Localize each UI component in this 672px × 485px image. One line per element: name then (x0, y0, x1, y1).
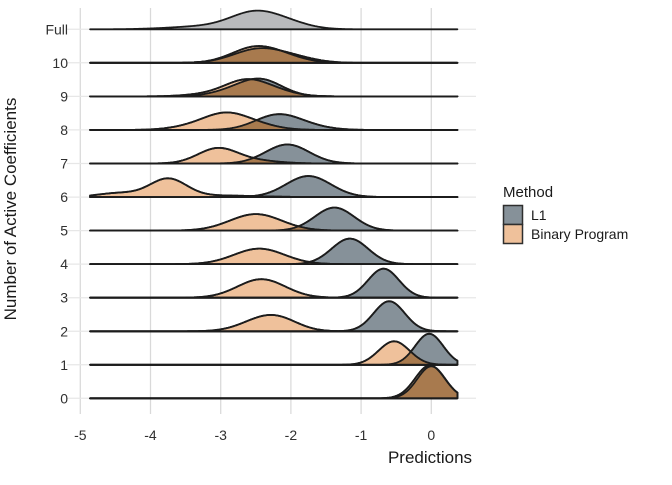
ridge-row-7: 7 (60, 145, 457, 172)
density-outline-binary-program (90, 365, 457, 398)
legend-swatch-l1 (504, 206, 523, 225)
y-category-label-8: 8 (60, 122, 68, 138)
density-binary-program (90, 214, 457, 231)
y-category-label-0: 0 (60, 390, 68, 406)
ridge-row-full: Full (45, 11, 457, 38)
x-tick-label-3: -3 (214, 427, 227, 443)
y-category-label-5: 5 (60, 223, 68, 239)
y-category-label-7: 7 (60, 156, 68, 172)
legend-label-l1: L1 (531, 207, 547, 223)
ridge-row-2: 2 (60, 301, 457, 339)
ridge-row-3: 3 (60, 269, 457, 306)
legend: Method L1 Binary Program (503, 184, 628, 244)
x-tick-label-1: -1 (355, 427, 368, 443)
y-category-label-9: 9 (60, 88, 68, 104)
y-category-label-4: 4 (60, 256, 68, 272)
y-category-label-full: Full (45, 21, 68, 37)
ridge-row-9: 9 (60, 79, 457, 105)
ridge-row-10: 10 (52, 46, 457, 71)
y-category-label-10: 10 (52, 55, 68, 71)
legend-swatch-binary-program (504, 225, 523, 244)
ridge-row-1: 1 (60, 334, 457, 373)
ridge-row-6: 6 (60, 176, 457, 205)
x-axis-title: Predictions (388, 448, 472, 467)
y-category-label-1: 1 (60, 357, 68, 373)
x-tick-label-4: -4 (144, 427, 157, 443)
ridge-row-5: 5 (60, 208, 457, 239)
x-tick-label-2: -2 (285, 427, 298, 443)
y-category-label-3: 3 (60, 290, 68, 306)
y-axis-title: Number of Active Coefficients (1, 98, 20, 321)
x-tick-label-5: -5 (74, 427, 87, 443)
y-category-label-6: 6 (60, 189, 68, 205)
y-category-label-2: 2 (60, 323, 68, 339)
x-tick-label-0: 0 (427, 427, 435, 443)
density-full-model-both (90, 11, 457, 30)
legend-label-binary-program: Binary Program (531, 226, 628, 242)
ridge-row-0: 0 (60, 365, 457, 406)
ridge-row-8: 8 (60, 112, 457, 137)
ridge-row-4: 4 (60, 239, 457, 272)
legend-title: Method (503, 184, 553, 201)
